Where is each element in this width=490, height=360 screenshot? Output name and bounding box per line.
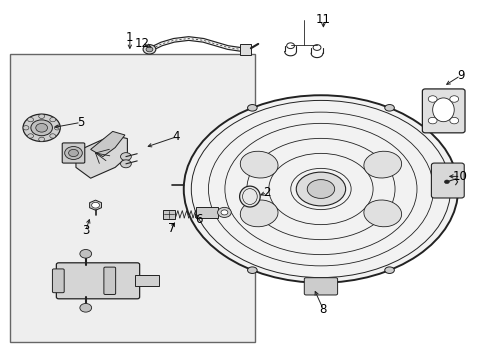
Text: 2: 2 [263,186,271,199]
FancyBboxPatch shape [104,267,116,294]
Ellipse shape [240,200,278,227]
Circle shape [50,134,56,138]
Bar [196,207,218,218]
Circle shape [23,126,29,130]
FancyBboxPatch shape [304,278,338,295]
Ellipse shape [296,172,345,206]
Circle shape [23,114,60,141]
Ellipse shape [240,186,260,207]
Text: 5: 5 [77,116,85,129]
FancyBboxPatch shape [62,143,85,163]
Text: 6: 6 [195,213,202,226]
Text: 9: 9 [457,69,465,82]
FancyBboxPatch shape [422,89,465,133]
Text: 10: 10 [453,170,468,183]
Circle shape [80,249,92,258]
Text: 1: 1 [126,31,134,44]
Circle shape [143,45,156,54]
Ellipse shape [247,104,257,111]
Circle shape [450,117,459,124]
Circle shape [450,96,459,102]
Circle shape [39,114,45,118]
Text: 12: 12 [135,37,149,50]
Circle shape [39,137,45,141]
Circle shape [121,153,131,161]
Ellipse shape [385,104,394,111]
Circle shape [36,123,48,132]
Text: 8: 8 [319,303,327,316]
Circle shape [27,117,33,122]
Circle shape [31,120,52,136]
Text: 11: 11 [316,13,331,26]
Polygon shape [91,131,125,157]
FancyBboxPatch shape [431,163,464,198]
Ellipse shape [364,151,402,178]
Circle shape [92,202,99,208]
Circle shape [218,207,231,217]
FancyBboxPatch shape [52,269,64,293]
Bar [163,210,175,219]
Bar [240,44,251,55]
FancyBboxPatch shape [56,263,140,299]
Circle shape [121,160,131,168]
Polygon shape [90,200,101,210]
Circle shape [69,149,78,157]
Circle shape [80,303,92,312]
Circle shape [428,96,437,102]
Circle shape [27,134,33,138]
Ellipse shape [247,267,257,274]
Ellipse shape [184,95,458,283]
Circle shape [444,180,449,184]
Text: 7: 7 [168,222,175,235]
Circle shape [221,210,228,215]
Ellipse shape [385,267,394,274]
Bar [10,54,255,342]
Circle shape [50,117,56,122]
Ellipse shape [240,151,278,178]
Circle shape [54,126,60,130]
Ellipse shape [307,180,335,198]
Ellipse shape [364,200,402,227]
Circle shape [146,47,153,52]
Bar [135,275,159,286]
Text: 3: 3 [82,224,90,237]
Circle shape [428,117,437,124]
Circle shape [65,147,82,159]
Ellipse shape [433,98,454,122]
Polygon shape [76,135,127,178]
Text: 4: 4 [172,130,180,143]
